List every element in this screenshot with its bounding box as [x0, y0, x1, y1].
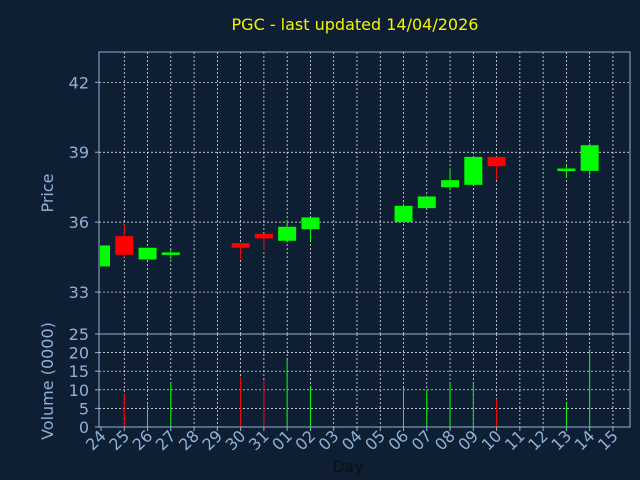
candle-body — [301, 217, 320, 230]
volume-tick-label: 0 — [79, 418, 89, 437]
volume-axis-label: Volume (0000) — [38, 322, 57, 440]
volume-tick-label: 15 — [69, 362, 89, 381]
volume-bars-layer — [123, 348, 591, 427]
chart-title: PGC - last updated 14/04/2026 — [232, 15, 479, 34]
price-tick-label: 39 — [69, 143, 89, 162]
candle-body — [557, 168, 576, 172]
volume-tick-label: 10 — [69, 381, 89, 400]
price-axis-label: Price — [38, 173, 57, 212]
volume-grid — [99, 334, 630, 427]
candles-layer — [100, 142, 599, 267]
price-tick-label: 33 — [69, 283, 89, 302]
price-tick-label: 42 — [69, 73, 89, 92]
candle-body — [231, 243, 250, 248]
price-tick-label: 36 — [69, 213, 89, 232]
candle-body — [580, 145, 599, 171]
price-grid — [99, 52, 630, 334]
x-axis-ticks: 2425262728293031010203040506070809101112… — [82, 426, 622, 454]
volume-plot-frame — [98, 333, 631, 428]
candle-body — [138, 247, 157, 260]
volume-tick-label: 25 — [69, 325, 89, 344]
candle-body — [394, 205, 413, 223]
price-axis-ticks: 33 36 39 42 — [69, 73, 99, 302]
candle-body — [464, 156, 483, 185]
x-tick-label: 15 — [594, 426, 622, 454]
candle-body — [441, 180, 460, 188]
candle-body — [487, 156, 506, 167]
candle-body — [161, 252, 180, 255]
candle-body — [254, 233, 273, 239]
volume-tick-label: 5 — [79, 399, 89, 418]
candle-body — [278, 226, 297, 241]
candle-body — [115, 236, 134, 255]
candle-body — [417, 196, 436, 209]
x-axis-label: Day — [332, 457, 364, 476]
volume-tick-label: 20 — [69, 344, 89, 363]
candle-body — [100, 245, 110, 267]
